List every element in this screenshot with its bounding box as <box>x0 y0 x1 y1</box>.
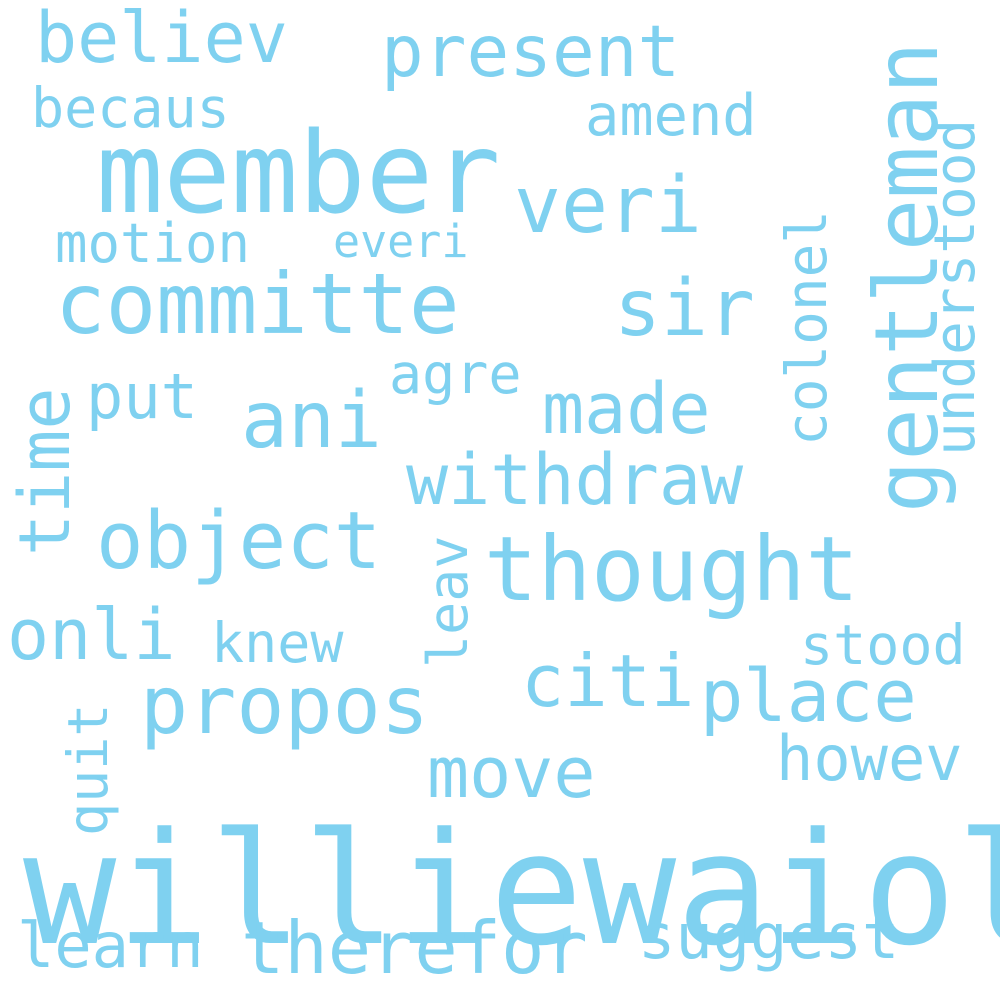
word-quit: quit <box>56 703 120 836</box>
word-thought: thought <box>484 517 860 621</box>
word-everi: everi <box>333 215 469 268</box>
word-believ: believ <box>35 0 288 79</box>
word-onli: onli <box>7 594 176 676</box>
word-ani: ani <box>241 376 382 466</box>
word-knew: knew <box>211 611 344 675</box>
word-citi: citi <box>521 639 695 723</box>
word-present: present <box>381 10 681 93</box>
word-howev: howev <box>776 722 963 795</box>
word-committe: committe <box>55 255 460 353</box>
word-stood: stood <box>800 613 966 677</box>
word-made: made <box>542 368 711 450</box>
word-understood: understood <box>923 118 988 456</box>
word-colonel: colonel <box>775 209 840 446</box>
word-agre: agre <box>389 342 522 406</box>
word-propos: propos <box>140 659 429 752</box>
word-sir: sir <box>614 264 755 354</box>
word-withdraw: withdraw <box>406 439 744 521</box>
word-motion: motion <box>55 212 251 275</box>
word-amend: amend <box>585 83 757 149</box>
word-veri: veri <box>514 161 702 251</box>
word-therefor: therefor <box>241 906 588 990</box>
word-suggest: suggest <box>638 900 900 973</box>
word-object: object <box>96 495 382 587</box>
word-move: move <box>427 732 596 814</box>
word-put: put <box>86 360 198 433</box>
word-member: member <box>96 109 501 239</box>
word-leav: leav <box>416 535 480 668</box>
word-williewaiola: williewaiola <box>23 799 1000 980</box>
word-learn: learn <box>17 909 204 982</box>
word-place: place <box>700 654 917 738</box>
word-time: time <box>4 387 86 556</box>
word-becaus: becaus <box>31 76 230 140</box>
